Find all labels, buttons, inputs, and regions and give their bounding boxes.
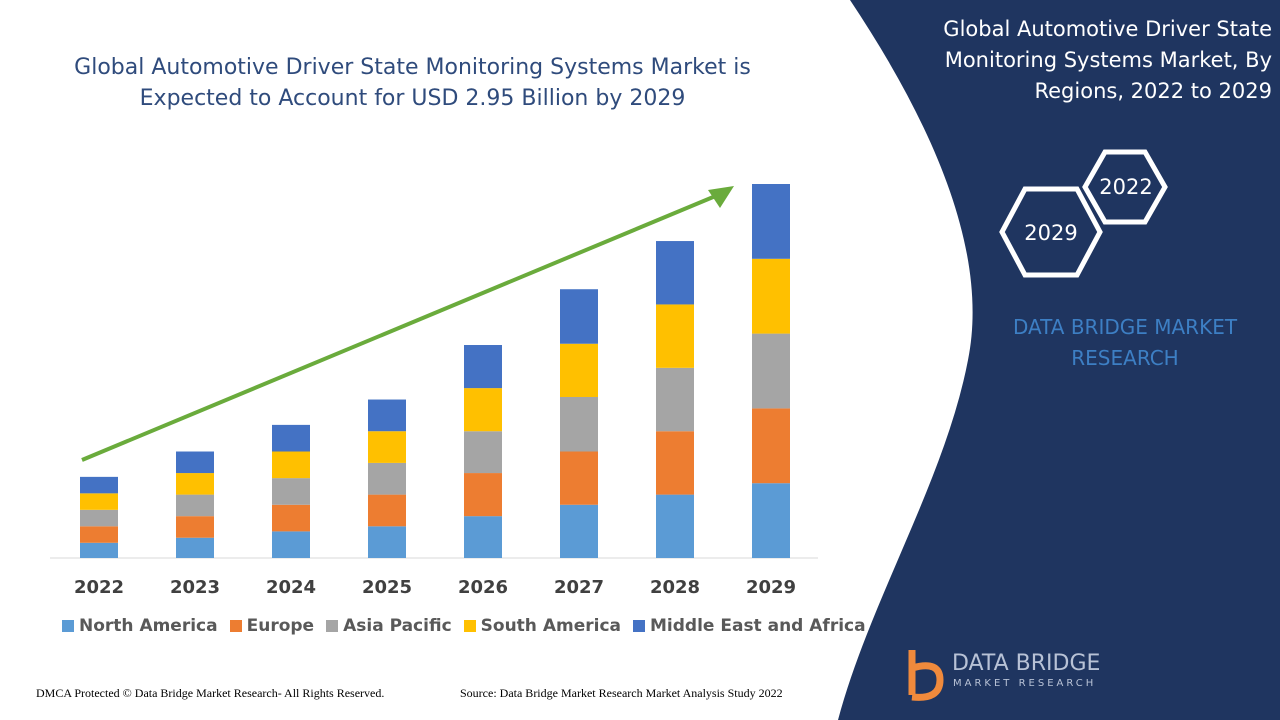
- x-tick-label: 2028: [650, 577, 700, 598]
- bar-segment: [176, 494, 214, 517]
- bar-segment: [464, 345, 502, 389]
- bar-segment: [656, 241, 694, 305]
- side-panel: [838, 0, 1280, 720]
- bar-segment: [752, 408, 790, 484]
- hexagon: [1082, 149, 1168, 225]
- x-tick-label: 2026: [458, 577, 508, 598]
- legend-label: Middle East and Africa: [650, 616, 866, 636]
- legend-item: Europe: [229, 616, 315, 636]
- x-tick-label: 2024: [266, 577, 316, 598]
- bar-segment: [464, 516, 502, 558]
- legend-label: Europe: [246, 616, 315, 636]
- bar-segment: [560, 504, 598, 558]
- bar-segment: [560, 451, 598, 505]
- bar-segment: [656, 367, 694, 432]
- legend-item: Middle East and Africa: [633, 616, 866, 636]
- x-tick-label: 2027: [554, 577, 604, 598]
- bar-segment: [656, 494, 694, 558]
- bar-segment: [272, 424, 310, 452]
- logo-name: DATA BRIDGE: [952, 651, 1100, 676]
- trend-arrowhead: [708, 186, 734, 208]
- bar-segment: [272, 478, 310, 505]
- legend-swatch: [229, 620, 242, 632]
- footer-left: DMCA Protected © Data Bridge Market Rese…: [36, 686, 385, 700]
- bar-segment: [752, 258, 790, 334]
- hex-label: 2029: [1024, 221, 1077, 245]
- legend-item: North America: [62, 616, 218, 636]
- hexagon: [999, 186, 1103, 278]
- bar-segment: [80, 542, 118, 558]
- trend-arrow: [81, 193, 719, 462]
- bar-segment: [752, 333, 790, 409]
- chart-title: Global Automotive Driver State Monitorin…: [74, 55, 751, 111]
- legend-swatch: [62, 620, 74, 632]
- logo-icon: [908, 650, 944, 701]
- legend-item: South America: [463, 616, 621, 636]
- bar-segment: [80, 493, 118, 510]
- legend-swatch: [326, 620, 339, 632]
- bar-segment: [272, 531, 310, 558]
- bar-segment: [368, 494, 406, 527]
- bar-segment: [176, 537, 214, 558]
- x-tick-label: 2029: [746, 577, 796, 598]
- x-tick-label: 2022: [74, 577, 124, 598]
- legend: North America Europe Asia Pacific South Ame…: [62, 616, 866, 636]
- bar-segment: [368, 431, 406, 463]
- x-tick-label: 2023: [170, 577, 220, 598]
- bar-segment: [368, 462, 406, 495]
- bar-segment: [560, 396, 598, 452]
- logo-tagline: MARKET RESEARCH: [953, 678, 1096, 689]
- bar-segment: [176, 451, 214, 474]
- legend-swatch: [463, 620, 476, 632]
- legend-label: Asia Pacific: [343, 616, 452, 636]
- footer-right: Source: Data Bridge Market Research Mark…: [460, 686, 783, 700]
- legend-item: Asia Pacific: [326, 616, 452, 636]
- hex-label: 2022: [1099, 175, 1152, 199]
- bar-segment: [368, 399, 406, 432]
- bar-segment: [80, 476, 118, 494]
- legend-label: North America: [79, 616, 218, 636]
- bar-segment: [80, 526, 118, 543]
- legend-swatch: [633, 620, 645, 632]
- bar-segment: [656, 431, 694, 495]
- bar-segment: [560, 289, 598, 344]
- bar-segment: [656, 304, 694, 368]
- bar-segment: [752, 483, 790, 558]
- bar-segment: [368, 526, 406, 558]
- bar-segment: [272, 504, 310, 532]
- bar-segment: [464, 388, 502, 432]
- bar-segment: [560, 343, 598, 397]
- bar-segment: [176, 516, 214, 538]
- panel-title: Global Automotive Driver State Monitorin…: [943, 17, 1272, 103]
- bar-segment: [464, 473, 502, 517]
- bar-segment: [176, 473, 214, 495]
- x-tick-label: 2025: [362, 577, 412, 598]
- bar-segment: [80, 509, 118, 527]
- bar-segment: [752, 184, 790, 259]
- bar-segment: [464, 431, 502, 474]
- legend-label: South America: [480, 616, 621, 636]
- bar-segment: [272, 451, 310, 479]
- brand: DATA BRIDGE MARKET RESEARCH: [1012, 315, 1238, 370]
